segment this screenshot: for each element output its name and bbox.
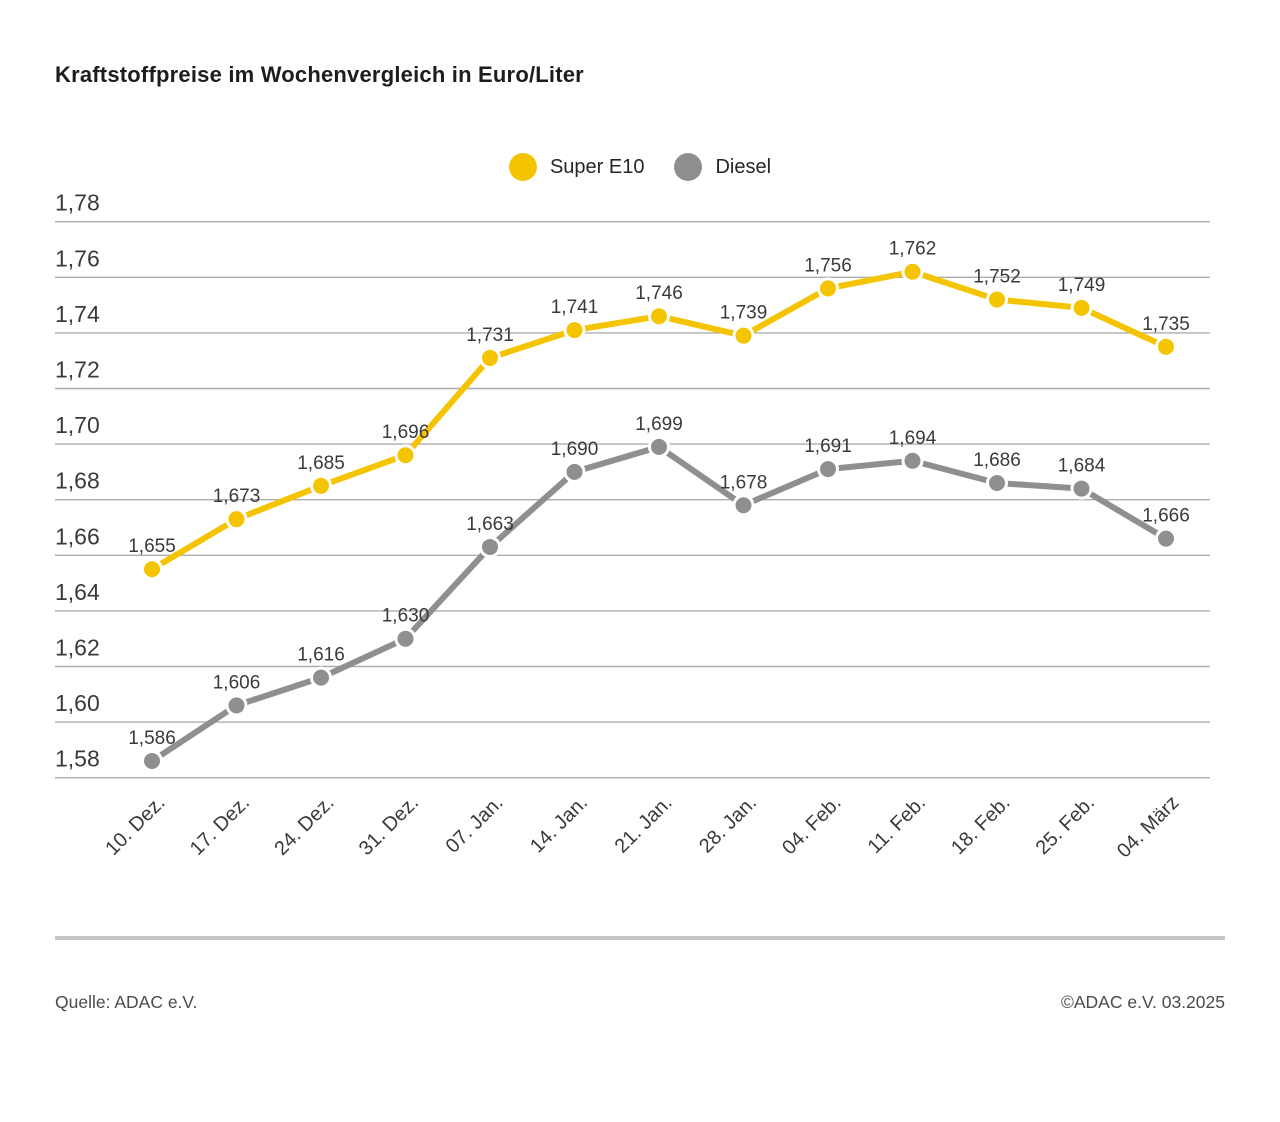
y-axis-tick-label: 1,68 — [55, 468, 100, 494]
data-point-label: 1,735 — [1142, 314, 1190, 335]
data-point-super-e10 — [817, 277, 839, 300]
y-axis-tick-label: 1,60 — [55, 690, 100, 716]
data-point-label: 1,673 — [213, 486, 261, 507]
data-point-label: 1,762 — [889, 239, 937, 260]
data-point-label: 1,691 — [804, 436, 852, 457]
data-point-label: 1,696 — [382, 422, 430, 443]
legend-item-super-e10: Super E10 — [508, 153, 645, 181]
data-point-label: 1,663 — [466, 514, 514, 535]
data-point-super-e10 — [141, 558, 163, 581]
data-point-diesel — [986, 472, 1008, 495]
data-point-label: 1,586 — [128, 728, 176, 749]
data-point-label: 1,678 — [720, 472, 768, 493]
data-point-super-e10 — [225, 508, 248, 531]
data-point-label: 1,686 — [973, 450, 1021, 471]
chart-legend: Super E10 Diesel — [0, 153, 1280, 181]
data-point-diesel — [479, 535, 501, 558]
data-point-super-e10 — [986, 288, 1008, 311]
data-point-diesel — [310, 666, 332, 689]
data-point-super-e10 — [1155, 335, 1177, 358]
data-point-label: 1,630 — [382, 606, 430, 627]
y-axis-tick-label: 1,64 — [55, 579, 100, 605]
data-point-label: 1,616 — [297, 645, 345, 666]
data-point-label: 1,756 — [804, 255, 852, 276]
data-point-label: 1,685 — [297, 453, 345, 474]
data-point-diesel — [563, 460, 586, 483]
x-axis-tick-label: 21. Jan. — [611, 792, 677, 858]
data-point-diesel — [225, 694, 248, 717]
x-axis-tick-label: 04. März — [1113, 792, 1184, 863]
data-point-label: 1,746 — [635, 283, 683, 304]
x-axis-tick-label: 17. Dez. — [186, 792, 254, 860]
data-point-diesel — [901, 449, 924, 472]
chart-title: Kraftstoffpreise im Wochenvergleich in E… — [55, 62, 584, 87]
super-e10-dot-icon — [508, 153, 537, 181]
data-point-super-e10 — [732, 324, 755, 347]
data-point-super-e10 — [310, 474, 332, 497]
data-point-label: 1,752 — [973, 267, 1021, 288]
x-axis-tick-label: 28. Jan. — [695, 792, 761, 858]
x-axis-tick-label: 11. Feb. — [864, 792, 930, 858]
data-point-label: 1,655 — [128, 536, 176, 557]
data-point-diesel — [1155, 527, 1177, 550]
data-point-label: 1,684 — [1058, 456, 1106, 477]
y-axis-tick-label: 1,58 — [55, 746, 100, 772]
x-axis-tick-label: 07. Jan. — [442, 792, 508, 858]
data-point-diesel — [394, 627, 417, 650]
copyright-note: ©ADAC e.V. 03.2025 — [1060, 992, 1225, 1012]
data-point-diesel — [1070, 477, 1093, 500]
x-axis-tick-label: 25. Feb. — [1032, 792, 1099, 859]
y-axis-tick-label: 1,62 — [55, 635, 100, 661]
data-point-super-e10 — [648, 305, 670, 328]
x-axis-tick-label: 24. Dez. — [270, 792, 338, 860]
fuel-price-line-chart: 1,78 1,76 1,74 1,72 1,70 1,68 1,66 1,64 1,62 1,60… — [55, 190, 1210, 863]
data-point-label: 1,741 — [551, 297, 599, 318]
data-point-label: 1,666 — [1142, 506, 1190, 527]
data-point-diesel — [141, 750, 163, 773]
data-point-label: 1,739 — [720, 303, 768, 324]
data-point-diesel — [817, 458, 839, 481]
data-point-diesel — [648, 435, 670, 458]
x-axis-tick-label: 04. Feb. — [778, 792, 845, 859]
data-point-super-e10 — [901, 260, 924, 283]
data-point-super-e10 — [394, 444, 417, 467]
legend-label-super-e10: Super E10 — [549, 155, 645, 178]
data-point-label: 1,731 — [466, 325, 514, 346]
y-axis-tick-label: 1,70 — [55, 412, 100, 438]
data-point-label: 1,606 — [213, 672, 261, 693]
x-axis-tick-label: 14. Jan. — [526, 792, 592, 858]
x-axis-tick-label: 31. Dez. — [355, 792, 423, 860]
footer-divider — [55, 936, 1225, 940]
x-axis-tick-label: 10. Dez. — [101, 792, 169, 860]
data-point-label: 1,690 — [551, 439, 599, 460]
y-axis-tick-label: 1,76 — [55, 245, 100, 271]
source-note: Quelle: ADAC e.V. — [55, 992, 198, 1012]
x-axis-tick-label: 18. Feb. — [947, 792, 1014, 859]
data-point-super-e10 — [479, 346, 501, 369]
y-axis-tick-label: 1,74 — [55, 301, 100, 327]
legend-item-diesel: Diesel — [674, 153, 771, 181]
diesel-dot-icon — [674, 153, 703, 181]
legend-label-diesel: Diesel — [715, 155, 772, 178]
y-axis-tick-label: 1,66 — [55, 523, 100, 549]
data-point-label: 1,699 — [635, 414, 683, 435]
data-point-super-e10 — [563, 319, 586, 342]
data-point-diesel — [732, 494, 755, 517]
y-axis-tick-label: 1,78 — [55, 190, 100, 216]
data-point-label: 1,694 — [889, 428, 937, 449]
data-point-label: 1,749 — [1058, 275, 1106, 296]
data-point-super-e10 — [1070, 296, 1093, 319]
y-axis-tick-label: 1,72 — [55, 357, 100, 383]
